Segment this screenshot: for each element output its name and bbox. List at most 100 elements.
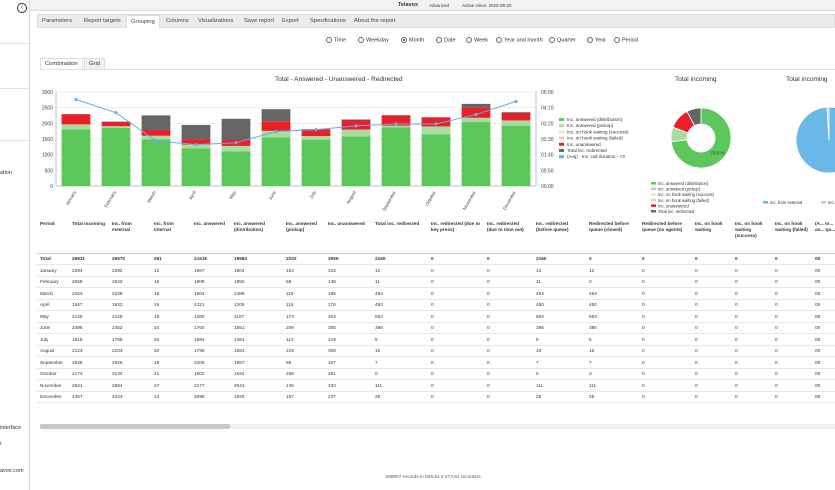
column-header[interactable]: Redirected before queue (closed) [586,217,639,254]
table-cell: 308 [325,345,372,357]
x-tick-label: December [502,190,517,211]
table-cell: 1798 [109,333,151,346]
table-cell: 2132 [109,368,151,380]
column-header[interactable]: Inc. redirected (due to time out) [484,217,533,254]
column-header[interactable]: Total incoming [69,217,109,254]
column-header[interactable]: Period [37,217,69,254]
pie-slice [686,107,702,127]
table-cell: 113 [283,333,325,346]
table-cell: 0 [692,322,732,334]
radio-label: Year [595,37,607,44]
table-cell: 0 [772,356,812,369]
scrollbar-thumb[interactable] [40,424,230,429]
column-header[interactable]: Inc. from internal [151,217,191,254]
column-header[interactable]: (A... In... an... qu... [812,217,835,254]
tab-save-report[interactable]: Save report [244,18,274,24]
bar-segment [341,119,371,120]
table-cell: 00 [812,310,835,323]
sidebar-item-label[interactable]: ation [0,170,12,176]
table-cell: 464 [372,287,428,300]
radio-year-and-month[interactable]: Year and month [496,37,543,43]
table-cell: 450 [372,299,428,311]
radio-label: Time [334,37,347,44]
table-cell: 0 [692,253,732,265]
tab-about-the-report[interactable]: About the report [354,18,396,24]
column-header[interactable]: Inc. redirected (before queue) [533,217,586,254]
tab-report-targets[interactable]: Report targets [84,18,121,24]
tab-visualizations[interactable]: Visualizations [198,18,234,24]
table-cell: 1850 [231,276,283,288]
tab-specifications[interactable]: Specifications [310,18,346,24]
table-cell: 0 [372,368,428,380]
sidebar-item-label[interactable]: avox.com [0,468,24,474]
tab-grid[interactable]: Grid [84,58,105,69]
table-cell: 0 [732,310,772,323]
tab-combination[interactable]: Combination [40,58,83,69]
table-cell: 0 [639,391,692,403]
column-header[interactable]: Total inc. redirected [372,217,428,254]
tab-parameters[interactable]: Parameters [42,18,72,24]
app-name: Telavox [398,2,419,8]
table-cell: 58 [283,276,325,288]
column-header[interactable]: Redirected before queue (no agents) [639,217,692,254]
bar-segment [221,151,251,186]
table-cell: 0 [772,379,812,392]
column-header[interactable]: Inc. answered (distribution) [231,217,283,254]
tab-export[interactable]: Export [282,18,299,24]
radio-weekday[interactable]: Weekday [358,37,389,43]
bar-segment [461,117,491,123]
table-cell: 0 [692,356,732,369]
table-cell: 1644 [231,368,283,380]
tab-columns[interactable]: Columns [166,18,189,24]
bar-segment [61,129,91,186]
table-cell: 2160 [372,253,428,265]
column-header[interactable]: Inc. answered (pickup) [283,217,325,254]
column-header[interactable]: Inc. on hook waiting [692,217,732,254]
bar-segment [261,109,291,122]
bar-segment [301,139,331,186]
radio-date[interactable]: Date [436,37,456,43]
column-header[interactable]: Inc. from external [109,217,151,254]
tab-grouping[interactable]: Grouping [126,15,160,28]
legend-swatch [559,142,564,146]
table-cell: 11 [372,276,428,288]
column-header[interactable]: Inc. redirected (due to key press) [428,217,484,254]
table-cell: July [37,333,69,346]
radio-quarter[interactable]: Quarter [549,37,576,43]
radio-period[interactable]: Period [614,37,638,43]
radio-time[interactable]: Time [326,37,346,43]
table-cell: 1967 [191,264,231,277]
table-cell: 00 [812,253,835,265]
radio-month[interactable]: Month [401,37,424,43]
radio-week[interactable]: Week [466,37,488,43]
table-cell: 16 [533,345,586,357]
bar-segment [261,137,291,186]
table-cell: 0 [484,276,533,288]
bar-segment [301,136,331,140]
column-header[interactable]: Inc. on hook waiting (success) [732,217,772,254]
horizontal-scrollbar[interactable] [40,424,835,429]
radio-year[interactable]: Year [587,37,606,43]
table-cell: 219 [325,333,372,346]
table-header-row: Period Total incoming Inc. from external In… [37,217,835,254]
table-cell: 2209 [191,356,231,369]
table-cell: 1481 [231,333,283,346]
table-row: June 2496 2452 44 1760 1551 209 305 386 0 0 386 386 0… [37,322,835,334]
table-cell: 00 [812,379,835,392]
column-header[interactable]: Inc. on hook waiting (failed) [772,217,812,254]
table-cell: 136 [283,379,325,392]
table-cell: 0 [692,379,732,392]
column-header[interactable]: Inc. answered [191,217,231,254]
table-cell: 173 [283,310,325,323]
bar-segment [501,112,531,113]
column-header[interactable]: Inc. unanswered [325,217,372,254]
y-tick-label: 2000 [42,121,53,127]
sidebar-item-label[interactable]: interface [0,425,22,431]
legend-swatch [559,124,564,128]
table-cell: 2253 [69,287,109,300]
collapse-sidebar-icon[interactable]: ‹ [17,3,27,13]
sidebar-item-label[interactable]: r [0,441,2,447]
table-cell: 0 [732,356,772,369]
table-cell: 0 [732,276,772,288]
table-cell: 0 [692,299,732,311]
